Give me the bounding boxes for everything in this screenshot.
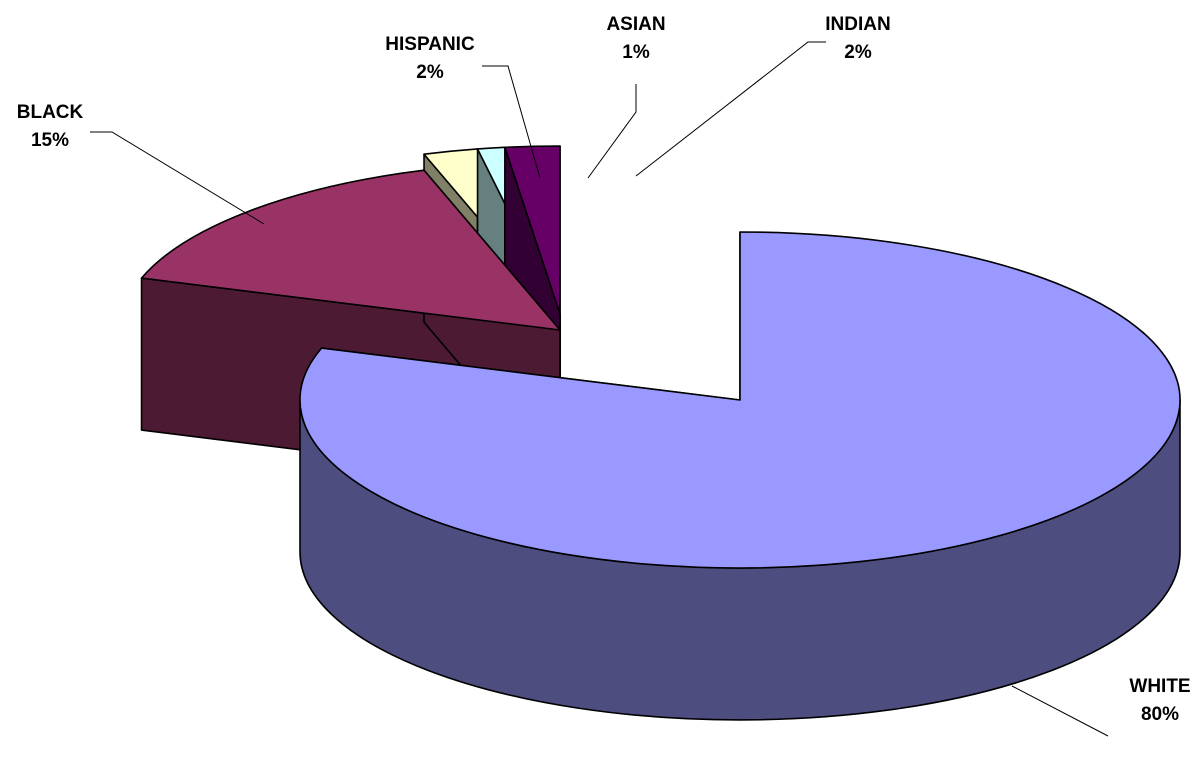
leader-line-black [90, 131, 265, 225]
leader-line-indian [635, 41, 826, 177]
slices-layer [140, 145, 1181, 721]
slice-percent-hispanic: 2% [416, 62, 444, 83]
leader-line-asian [587, 84, 637, 179]
slice-label-indian: INDIAN [825, 14, 890, 35]
slice-label-white: WHITE [1129, 676, 1190, 697]
slice-label-hispanic: HISPANIC [385, 34, 475, 55]
slice-label-black: BLACK [17, 102, 84, 123]
leader-line-hispanic [482, 65, 541, 179]
slice-percent-black: 15% [31, 130, 69, 151]
leader-line-white [1011, 685, 1109, 737]
slice-label-asian: ASIAN [606, 14, 665, 35]
pie-slice-white [299, 231, 1181, 721]
slice-percent-asian: 1% [622, 42, 650, 63]
labels-layer: WHITE 80% BLACK 15% HISPANIC 2% ASIAN 1% INDIAN 2… [17, 14, 1191, 737]
slice-percent-white: 80% [1141, 704, 1179, 725]
slice-percent-indian: 2% [844, 42, 872, 63]
